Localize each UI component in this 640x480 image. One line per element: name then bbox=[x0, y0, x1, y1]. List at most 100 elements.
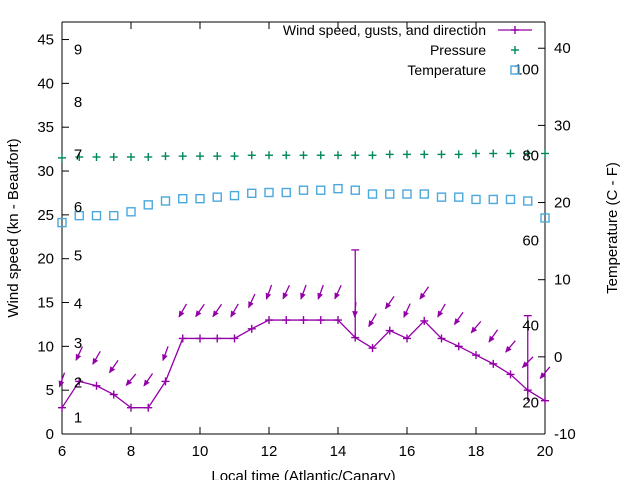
beaufort-label: 5 bbox=[74, 247, 82, 264]
beaufort-label: 8 bbox=[74, 94, 82, 111]
x-tick-label: 18 bbox=[468, 443, 485, 460]
y2-tick-label: 0 bbox=[554, 349, 562, 366]
x-tick-label: 8 bbox=[127, 443, 135, 460]
y2-axis-title: Temperature (C - F) bbox=[604, 162, 621, 294]
temperature-marker bbox=[57, 217, 67, 228]
temperature-marker bbox=[523, 196, 533, 206]
temperature-marker bbox=[505, 194, 516, 205]
wind-arrow-head bbox=[317, 292, 323, 300]
y2-tick-label: -10 bbox=[554, 426, 576, 443]
temperature-marker bbox=[247, 188, 257, 198]
wind-arrow-head bbox=[265, 292, 272, 300]
wind-arrow-head bbox=[282, 292, 289, 300]
wind-arrow-head bbox=[403, 310, 409, 318]
fahrenheit-label: 100 bbox=[514, 61, 539, 78]
fahrenheit-label: 40 bbox=[522, 317, 539, 334]
temperature-marker bbox=[298, 185, 309, 195]
wind-arrow-head bbox=[92, 357, 99, 365]
wind-arrow-head bbox=[470, 326, 478, 334]
wind-direction-arrows bbox=[58, 284, 551, 388]
temperature-marker bbox=[229, 190, 240, 201]
legend-marker bbox=[510, 65, 520, 75]
y2-tick-label: 10 bbox=[554, 272, 571, 289]
temperature-marker bbox=[367, 189, 378, 199]
temperature-marker bbox=[212, 192, 222, 202]
legend-label: Temperature bbox=[407, 62, 486, 78]
legend-label: Wind speed, gusts, and direction bbox=[283, 22, 486, 38]
legend-layer: Wind speed, gusts, and direction Pressure… bbox=[283, 22, 532, 78]
wind-arrow-head bbox=[521, 361, 529, 368]
y-tick-label: 0 bbox=[46, 426, 54, 443]
x-tick-label: 16 bbox=[399, 443, 416, 460]
legend-label: Pressure bbox=[430, 42, 486, 58]
wind-arrow-head bbox=[212, 310, 219, 318]
beaufort-label: 9 bbox=[74, 41, 82, 58]
temperature-marker bbox=[91, 210, 102, 221]
series-temperature bbox=[57, 183, 550, 228]
x-tick-label: 12 bbox=[261, 443, 278, 460]
y-tick-label: 25 bbox=[37, 207, 54, 224]
y-tick-label: 45 bbox=[37, 32, 54, 49]
wind-arrow-head bbox=[230, 310, 237, 318]
temperature-marker bbox=[471, 194, 481, 205]
temperature-marker bbox=[540, 213, 550, 223]
y2-tick-label: 20 bbox=[554, 195, 571, 212]
y-tick-label: 20 bbox=[37, 251, 54, 268]
wind-arrow-head bbox=[300, 292, 306, 300]
temperature-marker bbox=[109, 210, 119, 221]
wind-speed-line bbox=[61, 319, 546, 409]
temperature-marker bbox=[454, 192, 464, 202]
wind-arrow-head bbox=[162, 354, 168, 362]
y2-tick-label: 30 bbox=[554, 117, 571, 134]
temperature-marker bbox=[143, 200, 153, 210]
temperature-marker bbox=[281, 187, 291, 198]
x-tick-label: 10 bbox=[192, 443, 209, 460]
wind-arrow-head bbox=[505, 345, 512, 353]
beaufort-label: 2 bbox=[74, 374, 82, 391]
temperature-marker bbox=[333, 183, 343, 194]
temperature-marker bbox=[178, 193, 188, 204]
inner-labels-layer: 1 2 3 4 5 6 7 8 9 20 40 60 80 100 bbox=[74, 41, 539, 426]
temperature-marker bbox=[126, 207, 136, 217]
temperature-marker bbox=[488, 194, 498, 205]
y-tick-label: 40 bbox=[37, 75, 54, 92]
temperature-marker bbox=[160, 196, 171, 206]
temperature-marker bbox=[195, 193, 205, 204]
wind-arrow-head bbox=[125, 379, 133, 387]
x-tick-label: 20 bbox=[537, 443, 554, 460]
wind-arrow-head bbox=[178, 310, 185, 318]
wind-arrow-head bbox=[539, 372, 547, 379]
beaufort-label: 1 bbox=[74, 409, 82, 426]
x-tick-label: 6 bbox=[58, 443, 66, 460]
wind-arrow-head bbox=[109, 366, 116, 374]
beaufort-label: 7 bbox=[74, 146, 82, 163]
temperature-marker bbox=[385, 189, 395, 199]
wind-arrow-head bbox=[143, 379, 150, 387]
beaufort-label: 4 bbox=[74, 296, 82, 313]
y-axis-title: Wind speed (kn - Beaufort) bbox=[5, 138, 22, 317]
fahrenheit-label: 80 bbox=[522, 148, 539, 165]
x-axis-title: Local time (Atlantic/Canary) bbox=[211, 468, 395, 480]
temperature-marker bbox=[74, 210, 84, 221]
fahrenheit-label: 60 bbox=[522, 233, 539, 250]
fahrenheit-label: 20 bbox=[522, 395, 539, 412]
y-tick-label: 35 bbox=[37, 119, 54, 136]
y2-tick-label: 40 bbox=[554, 40, 571, 57]
series-wind bbox=[58, 249, 551, 412]
series-layer bbox=[57, 149, 551, 412]
temperature-marker bbox=[350, 185, 360, 195]
wind-arrow-head bbox=[368, 320, 375, 328]
series-pressure bbox=[58, 149, 549, 162]
temperature-marker bbox=[436, 192, 447, 202]
wind-arrow-head bbox=[437, 310, 444, 318]
wind-arrow-head bbox=[248, 301, 254, 309]
x-tick-label: 14 bbox=[330, 443, 347, 460]
y-tick-label: 15 bbox=[37, 295, 54, 312]
beaufort-label: 6 bbox=[74, 199, 82, 216]
wind-arrow-head bbox=[352, 311, 358, 318]
y-tick-label: 30 bbox=[37, 163, 54, 180]
y-tick-label: 10 bbox=[37, 338, 54, 355]
